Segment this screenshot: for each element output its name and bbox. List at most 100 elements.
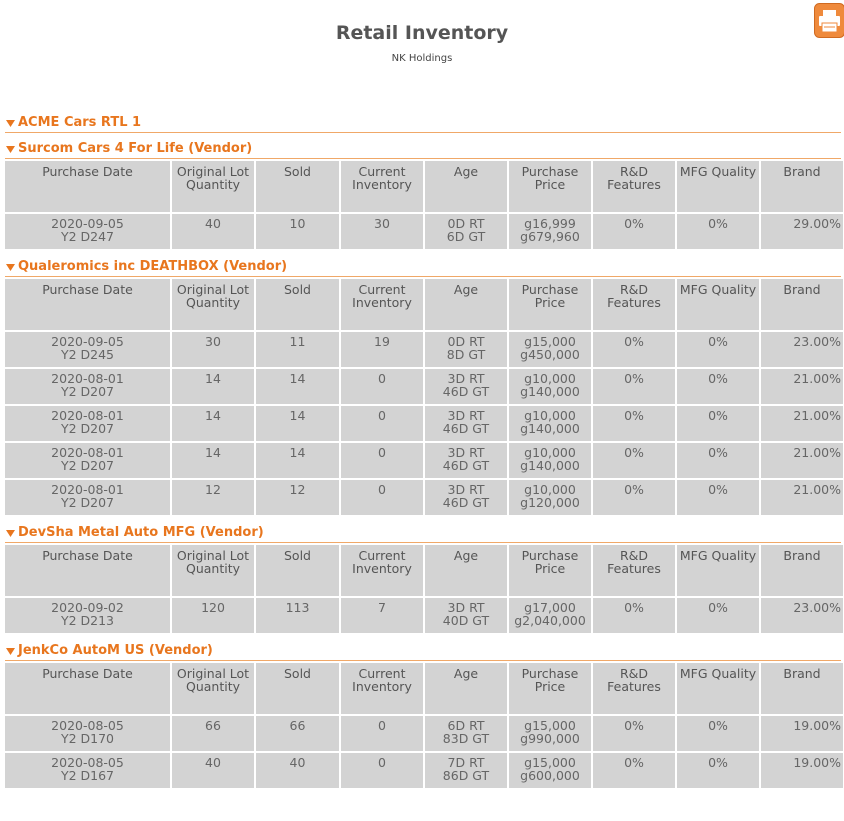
title: Retail Inventory (335, 22, 509, 44)
column-header: R&D Features (593, 545, 675, 596)
cell: 0% (593, 406, 675, 441)
cell: 7D RT 86D GT (425, 753, 507, 788)
column-header: Sold (256, 545, 339, 596)
cell: 0% (593, 369, 675, 404)
collapse-icon (6, 647, 15, 655)
column-header: Original Lot Quantity (172, 161, 254, 212)
column-header: Current Inventory (341, 161, 423, 212)
cell: 0% (677, 716, 759, 751)
collapse-icon (6, 263, 15, 271)
cell: 2020-08-01 Y2 D207 (5, 480, 170, 515)
column-header: Brand (761, 545, 843, 596)
cell: g10,000 g120,000 (509, 480, 591, 515)
cell: 3D RT 46D GT (425, 369, 507, 404)
column-header: Age (425, 279, 507, 330)
cell: 2020-08-01 Y2 D207 (5, 443, 170, 478)
cell: g17,000 g2,040,000 (509, 598, 591, 633)
cell: 0% (677, 214, 759, 249)
cell: 21.00% (761, 480, 843, 515)
cell: g15,000 g450,000 (509, 332, 591, 367)
vendor-header: JenkCo AutoM US (Vendor) (5, 641, 841, 661)
column-header: Sold (256, 279, 339, 330)
cell: 0% (593, 332, 675, 367)
cell: 66 (172, 716, 254, 751)
cell: 3D RT 46D GT (425, 406, 507, 441)
column-header: Brand (761, 279, 843, 330)
cell: 40 (172, 214, 254, 249)
cell: g15,000 g600,000 (509, 753, 591, 788)
inventory-table: Purchase Date Original Lot Quantity Sold Cu… (3, 277, 844, 517)
column-header: Purchase Date (5, 161, 170, 212)
cell: g16,999 g679,960 (509, 214, 591, 249)
column-header: Age (425, 161, 507, 212)
column-header: Purchase Price (509, 663, 591, 714)
cell: 30 (341, 214, 423, 249)
cell: 21.00% (761, 443, 843, 478)
subtitle: NK Holdings (391, 53, 453, 64)
cell: g10,000 g140,000 (509, 369, 591, 404)
cell: 19 (341, 332, 423, 367)
cell: 0 (341, 480, 423, 515)
cell: 0% (593, 753, 675, 788)
cell: g10,000 g140,000 (509, 443, 591, 478)
inventory-table: Purchase Date Original Lot Quantity Sold Cu… (3, 543, 844, 635)
column-header: Sold (256, 161, 339, 212)
column-header: Purchase Price (509, 161, 591, 212)
column-header: Original Lot Quantity (172, 545, 254, 596)
cell: 0% (677, 369, 759, 404)
cell: 2020-08-05 Y2 D170 (5, 716, 170, 751)
column-header: Purchase Date (5, 545, 170, 596)
cell: 21.00% (761, 406, 843, 441)
triangle (6, 647, 15, 655)
cell: 14 (172, 369, 254, 404)
header-row: Purchase Date Original Lot Quantity Sold Cu… (5, 545, 843, 596)
cell: 14 (256, 406, 339, 441)
cell: 6D RT 83D GT (425, 716, 507, 751)
column-header: Age (425, 663, 507, 714)
column-header: R&D Features (593, 279, 675, 330)
cell: 2020-09-05 Y2 D247 (5, 214, 170, 249)
vendor-name: Qualeromics inc DEATHBOX (Vendor) (18, 259, 288, 274)
cell: 0 (341, 369, 423, 404)
cell: 29.00% (761, 214, 843, 249)
cell: 23.00% (761, 598, 843, 633)
data-row: 2020-09-05 Y2 D245 30 11 19 0D RT 8D GT g15,0… (5, 332, 843, 367)
column-header: Purchase Price (509, 545, 591, 596)
column-header: Purchase Date (5, 663, 170, 714)
cell: 0D RT 8D GT (425, 332, 507, 367)
cell: 14 (172, 443, 254, 478)
column-header: Original Lot Quantity (172, 663, 254, 714)
cell: 0 (341, 406, 423, 441)
cell: 0% (677, 443, 759, 478)
collapse-icon (6, 145, 15, 153)
cell: 19.00% (761, 716, 843, 751)
column-header: R&D Features (593, 161, 675, 212)
cell: g15,000 g990,000 (509, 716, 591, 751)
data-row: 2020-09-05 Y2 D247 40 10 30 0D RT 6D GT g16,9… (5, 214, 843, 249)
column-header: Original Lot Quantity (172, 279, 254, 330)
cell: 0% (593, 716, 675, 751)
store-header: ACME Cars RTL 1 (5, 113, 841, 133)
vendor-header: Surcom Cars 4 For Life (Vendor) (5, 139, 841, 159)
cell: 12 (172, 480, 254, 515)
cell: 113 (256, 598, 339, 633)
vendor-header: DevSha Metal Auto MFG (Vendor) (5, 523, 841, 543)
column-header: MFG Quality (677, 545, 759, 596)
header-row: Purchase Date Original Lot Quantity Sold Cu… (5, 161, 843, 212)
cell: 0 (341, 443, 423, 478)
print-button[interactable] (814, 3, 844, 38)
cell: 0% (677, 406, 759, 441)
column-header: Sold (256, 663, 339, 714)
cell: 10 (256, 214, 339, 249)
cell: 2020-08-05 Y2 D167 (5, 753, 170, 788)
column-header: Brand (761, 663, 843, 714)
header-row: Purchase Date Original Lot Quantity Sold Cu… (5, 279, 843, 330)
cell: 14 (256, 443, 339, 478)
column-header: MFG Quality (677, 279, 759, 330)
column-header: R&D Features (593, 663, 675, 714)
inventory: ACME Cars RTL 1 Surcom Cars 4 For Life (V… (0, 113, 844, 790)
column-header: Current Inventory (341, 663, 423, 714)
store-name: ACME Cars RTL 1 (18, 115, 142, 130)
data-row: 2020-08-01 Y2 D207 14 14 0 3D RT 46D GT g10,0… (5, 406, 843, 441)
